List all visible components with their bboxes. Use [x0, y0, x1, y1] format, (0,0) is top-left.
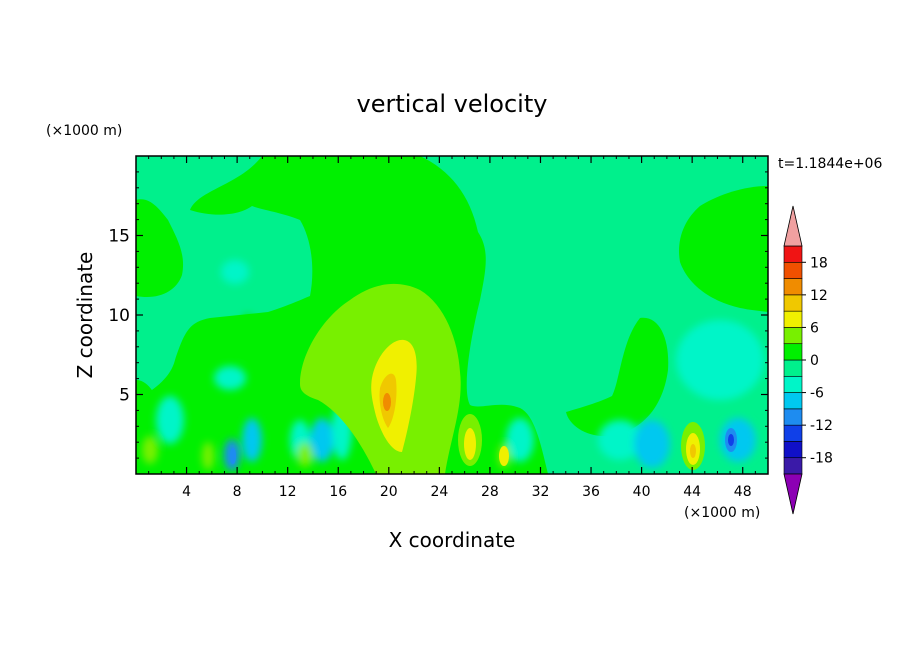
time-label: t=1.1844e+06 — [778, 156, 882, 172]
y-axis-label: Z coordinate — [73, 252, 97, 379]
field-cell-x44-core — [690, 444, 696, 458]
colorbar-segment — [783, 278, 803, 296]
colorbar-tick-label: -6 — [810, 386, 824, 402]
colorbar-under-arrow — [783, 473, 803, 515]
y-unit-label: (×1000 m) — [46, 123, 122, 139]
x-unit-label: (×1000 m) — [684, 505, 760, 521]
y-tick-label: 10 — [108, 306, 130, 326]
colorbar-segment — [783, 441, 803, 459]
colorbar-segment — [783, 310, 803, 328]
y-tick-label: 15 — [108, 227, 130, 247]
x-tick-label: 40 — [633, 484, 651, 500]
field-texture-lower — [142, 260, 764, 471]
x-tick-label: 4 — [182, 484, 191, 500]
x-tick-label: 8 — [233, 484, 242, 500]
field-cell-x47-down-core — [728, 434, 734, 446]
field-cell-x40-down — [640, 432, 660, 460]
x-tick-label: 24 — [430, 484, 448, 500]
colorbar-segment — [783, 245, 803, 263]
colorbar-tick-label: 12 — [810, 288, 828, 304]
colorbar-tick-label: 0 — [810, 353, 819, 369]
colorbar-over-arrow — [783, 205, 803, 247]
field-region-mid-right — [566, 317, 669, 437]
colorbar-tick-label: 6 — [810, 320, 819, 336]
field-cell-x8-down — [230, 448, 236, 464]
x-tick-label: 44 — [683, 484, 701, 500]
colorbar-segment — [783, 261, 803, 279]
colorbar-segment — [783, 343, 803, 361]
x-tick-label: 48 — [734, 484, 752, 500]
colorbar-tick-label: 18 — [810, 255, 828, 271]
x-tick-label: 16 — [329, 484, 347, 500]
field-region-updraft-peak — [383, 393, 391, 411]
colorbar: 18 12 6 0 -6 -12 -18 — [783, 205, 833, 515]
chart-title: vertical velocity — [357, 90, 548, 118]
y-tick-label: 5 — [119, 386, 130, 406]
field-region-upper-left — [136, 199, 184, 298]
x-tick-label: 20 — [380, 484, 398, 500]
colorbar-segment — [783, 359, 803, 377]
colorbar-tick-label: -12 — [810, 418, 833, 434]
plot-area — [136, 156, 768, 474]
colorbar-tick-label: -18 — [810, 451, 833, 467]
colorbar-segment — [783, 457, 803, 475]
field-region-upper-right — [678, 186, 768, 312]
colorbar-segment — [783, 327, 803, 345]
colorbar-segment — [783, 408, 803, 426]
x-tick-label: 12 — [279, 484, 297, 500]
field-cell-x26-inner — [464, 428, 476, 460]
colorbar-segment — [783, 424, 803, 442]
colorbar-segment — [783, 392, 803, 410]
field-cell-x29 — [499, 446, 509, 466]
x-tick-label: 36 — [582, 484, 600, 500]
x-axis: 4 8 12 16 20 24 28 32 36 40 44 48 — [148, 156, 756, 500]
x-tick-label: 32 — [532, 484, 550, 500]
y-axis: 5 10 15 — [108, 171, 768, 459]
colorbar-segment — [783, 375, 803, 393]
colorbar-segment — [783, 294, 803, 312]
x-tick-label: 28 — [481, 484, 499, 500]
x-axis-label: X coordinate — [389, 528, 516, 552]
